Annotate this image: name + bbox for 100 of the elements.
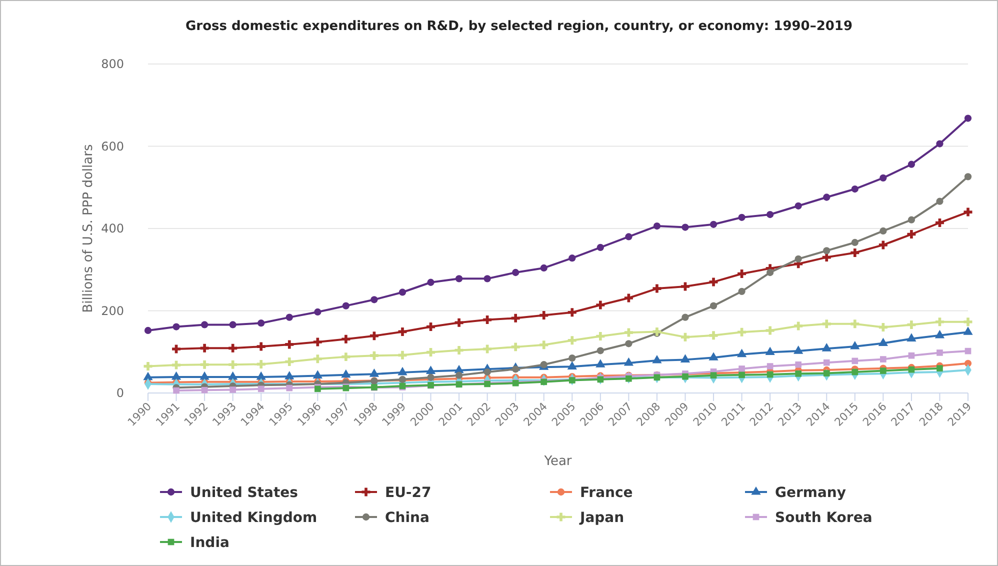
point: [426, 348, 435, 357]
point: [596, 359, 606, 368]
point: [454, 318, 464, 327]
point: [964, 348, 972, 354]
point: [483, 316, 492, 324]
point: [512, 268, 520, 276]
point: [852, 358, 858, 364]
legend-label: South Korea: [775, 510, 872, 526]
point: [286, 384, 293, 392]
point: [850, 248, 860, 258]
point: [342, 352, 350, 362]
point: [823, 370, 830, 376]
point: [172, 323, 180, 330]
point: [540, 311, 548, 320]
point: [455, 372, 463, 379]
point: [936, 350, 943, 356]
point: [906, 333, 916, 342]
point: [908, 216, 916, 224]
point: [880, 368, 886, 374]
point: [652, 354, 662, 364]
point: [935, 318, 944, 326]
point: [823, 359, 830, 366]
point: [511, 314, 520, 322]
point: [878, 322, 888, 332]
point: [258, 320, 265, 327]
point: [880, 227, 887, 235]
y-tick-label: 200: [101, 304, 124, 318]
point: [286, 314, 293, 321]
point: [822, 253, 831, 262]
point: [370, 351, 378, 360]
y-tick-label: 600: [101, 139, 124, 154]
point: [511, 342, 520, 352]
point: [936, 198, 944, 205]
point: [568, 254, 576, 262]
point: [738, 366, 745, 372]
point: [681, 282, 690, 291]
point: [710, 372, 717, 378]
point: [567, 361, 577, 370]
point: [426, 322, 435, 332]
point: [624, 328, 633, 337]
point: [852, 368, 858, 376]
point: [935, 218, 944, 227]
point: [540, 264, 548, 272]
point: [369, 368, 380, 377]
point: [512, 366, 520, 373]
point: [568, 308, 576, 317]
point: [426, 366, 436, 374]
point: [795, 361, 802, 368]
point: [738, 214, 746, 221]
point: [766, 326, 774, 335]
point: [680, 354, 690, 362]
point: [851, 185, 858, 193]
point: [880, 174, 887, 182]
point: [256, 371, 266, 380]
point: [963, 326, 973, 335]
point: [738, 269, 746, 278]
point: [314, 308, 322, 316]
point: [228, 344, 238, 352]
legend-label: United Kingdom: [190, 510, 318, 526]
point: [342, 302, 350, 310]
point: [484, 275, 491, 282]
point: [228, 360, 238, 369]
point: [228, 371, 238, 380]
point: [682, 373, 688, 380]
point: [964, 318, 972, 326]
point: [654, 374, 660, 381]
point: [710, 302, 718, 310]
point: [200, 371, 210, 380]
point: [398, 366, 408, 376]
point: [625, 340, 632, 348]
y-tick-label: 400: [101, 222, 124, 236]
point: [398, 288, 406, 296]
point: [652, 327, 662, 336]
point: [709, 278, 718, 286]
point: [908, 366, 915, 373]
point: [652, 284, 662, 293]
point: [878, 240, 888, 250]
point: [200, 360, 209, 369]
point: [736, 348, 747, 358]
point: [596, 300, 605, 310]
point: [172, 344, 181, 354]
point: [709, 331, 718, 340]
point: [681, 332, 690, 342]
y-tick-label: 800: [101, 57, 124, 72]
point: [624, 294, 633, 302]
point: [851, 238, 858, 246]
point: [794, 346, 804, 354]
point: [200, 344, 209, 352]
point: [172, 360, 181, 370]
point: [596, 244, 604, 251]
point: [794, 202, 802, 210]
point: [653, 222, 661, 230]
point: [144, 326, 152, 334]
point: [540, 340, 548, 350]
point: [313, 338, 322, 346]
point: [766, 210, 774, 218]
point: [173, 387, 180, 394]
point: [568, 354, 576, 362]
legend-label: EU-27: [385, 484, 432, 501]
point: [682, 314, 689, 321]
